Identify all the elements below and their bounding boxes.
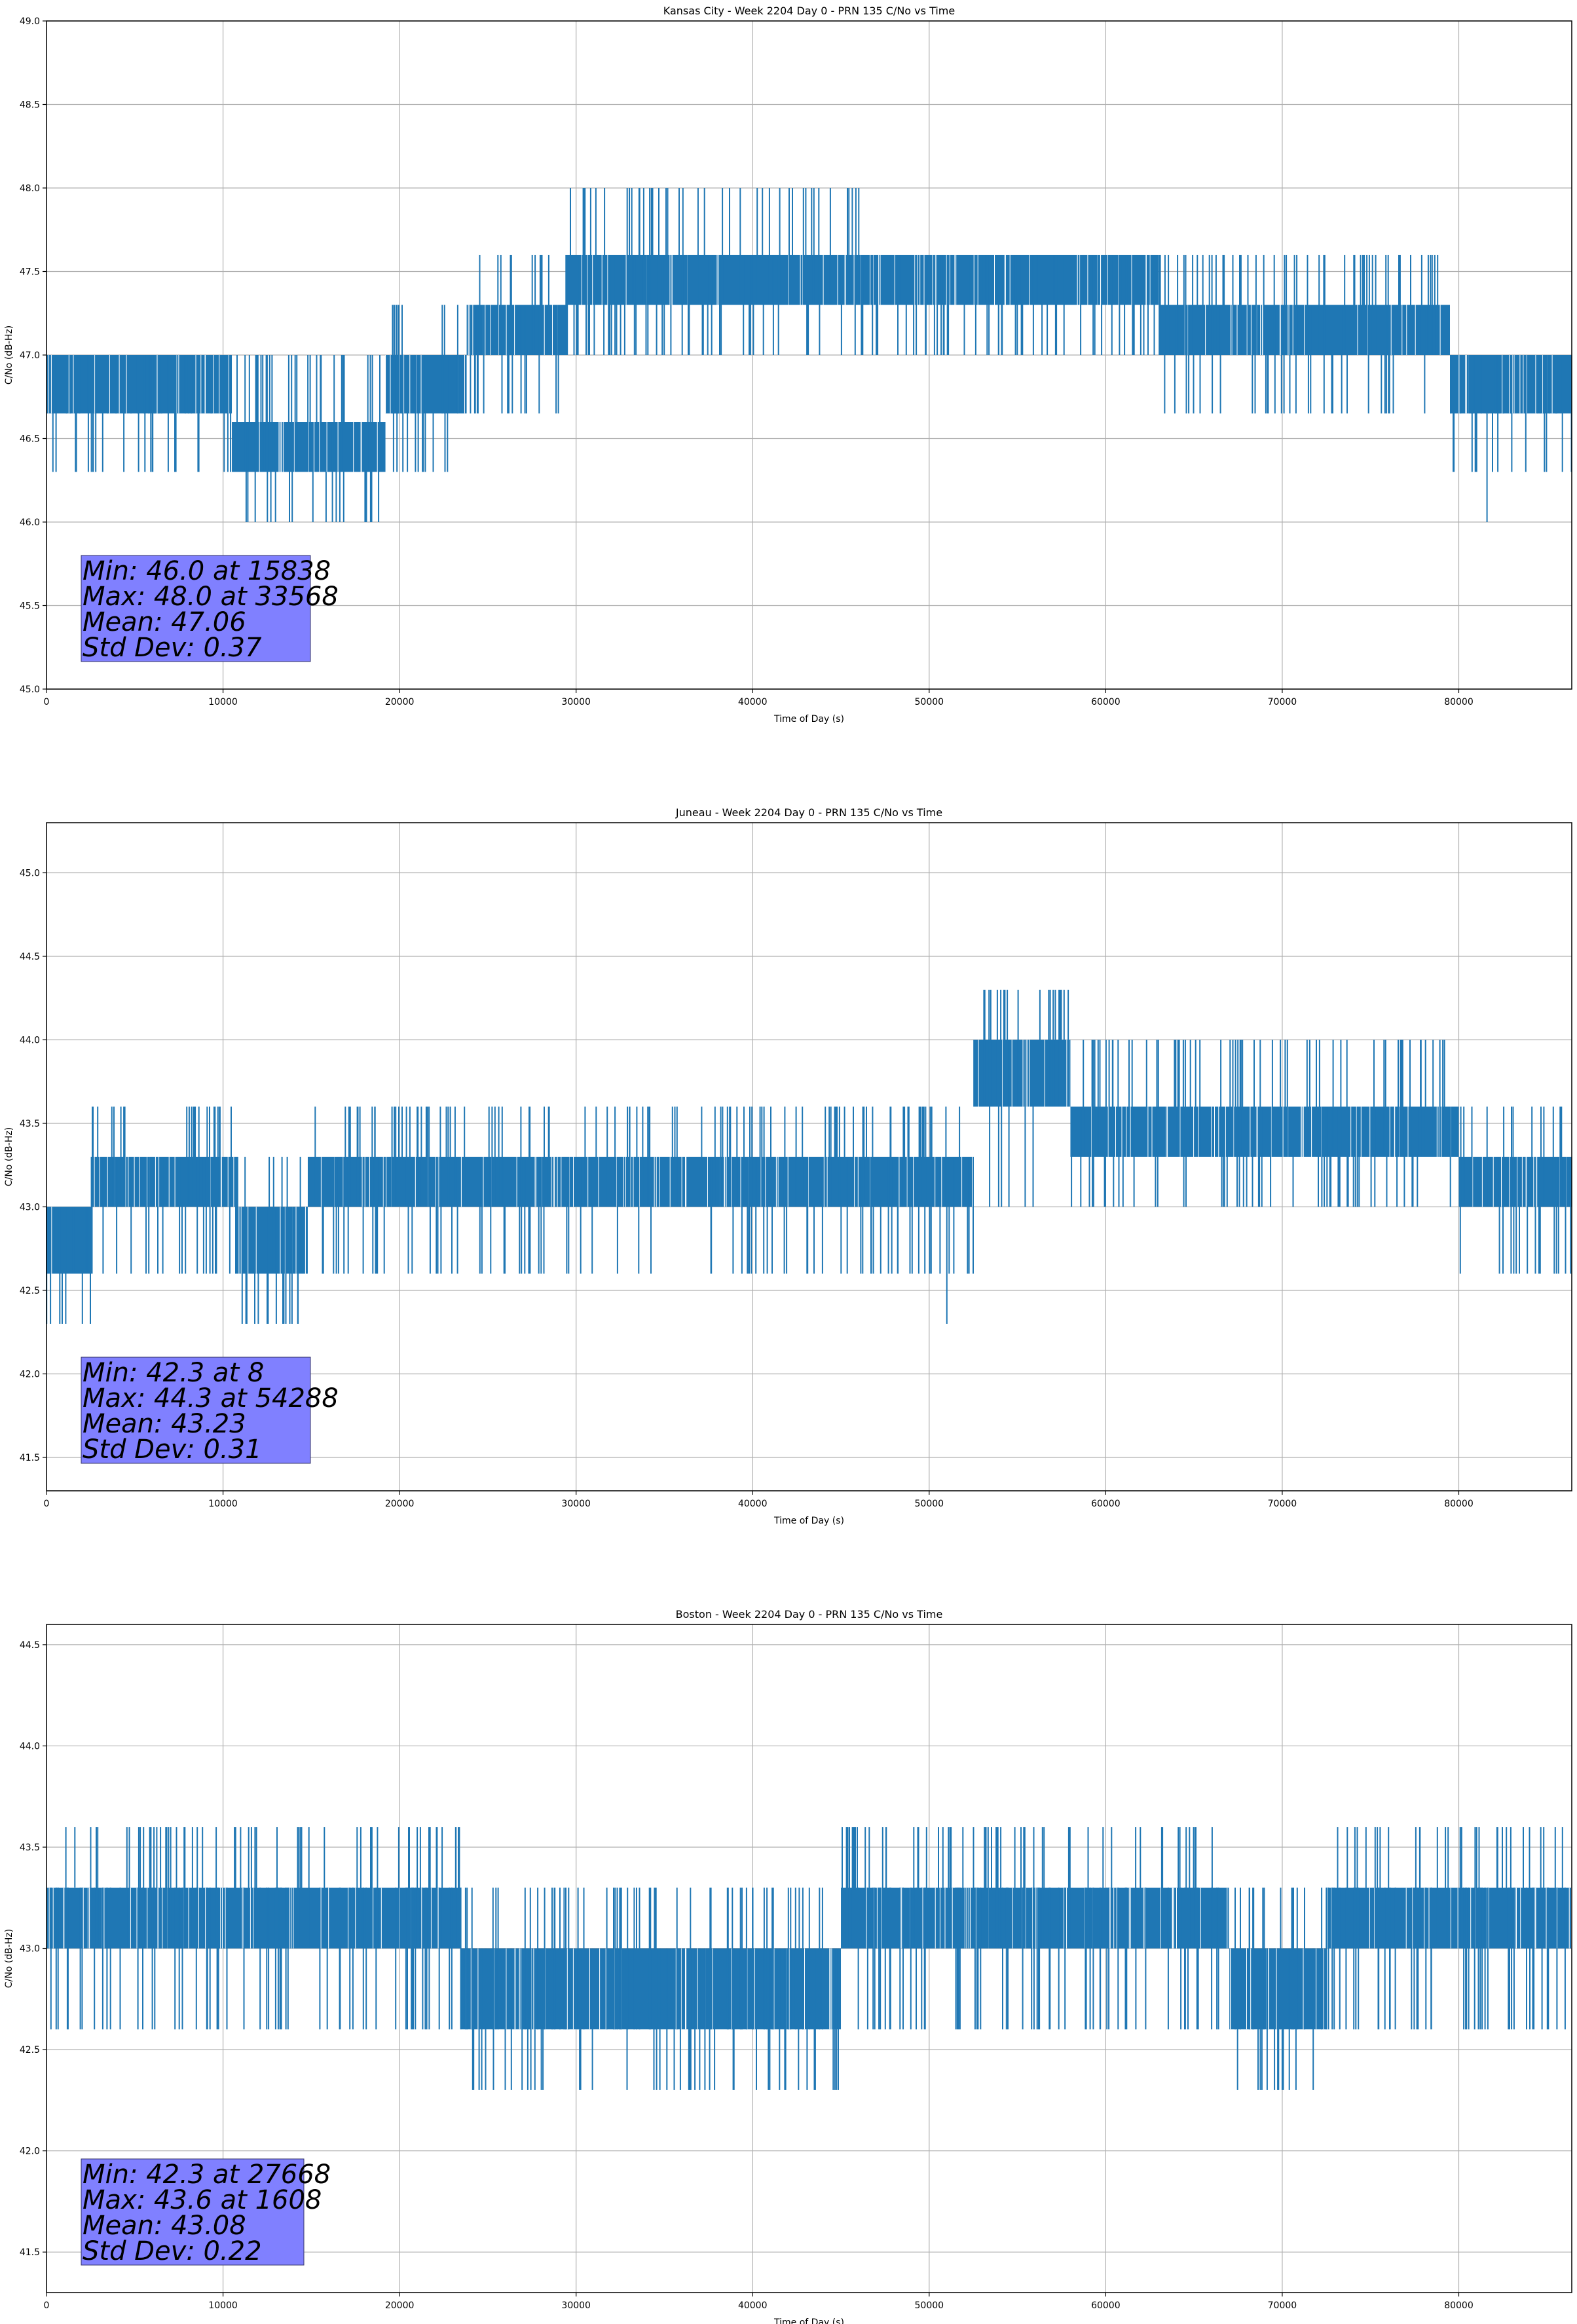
stat-max: Max: 43.6 at 1608	[83, 2185, 322, 2215]
stat-max: Max: 48.0 at 33568	[83, 582, 339, 612]
data-band	[46, 1887, 462, 1949]
x-tick-label: 30000	[561, 697, 591, 707]
y-tick-label: 46.5	[20, 434, 40, 445]
x-tick-label: 30000	[561, 1499, 591, 1509]
data-band	[1326, 1887, 1572, 1949]
x-tick-label: 20000	[385, 2300, 415, 2311]
x-tick-label: 50000	[915, 697, 944, 707]
stat-mean: Mean: 43.08	[83, 2211, 246, 2241]
chart-title: Kansas City - Week 2204 Day 0 - PRN 135 …	[663, 5, 955, 17]
x-tick-label: 40000	[738, 1499, 768, 1509]
y-axis-label: C/No (dB-Hz)	[4, 326, 14, 384]
y-tick-label: 43.0	[20, 1944, 40, 1955]
y-tick-label: 45.0	[20, 684, 40, 695]
stat-std-dev: Std Dev: 0.31	[83, 1434, 262, 1465]
y-tick-label: 43.5	[20, 1119, 40, 1129]
stat-std-dev: Std Dev: 0.22	[83, 2236, 262, 2266]
y-tick-label: 44.0	[20, 1741, 40, 1752]
y-tick-label: 44.5	[20, 952, 40, 962]
data-series	[46, 1827, 1572, 2090]
x-tick-label: 80000	[1444, 1499, 1474, 1509]
data-spikes	[52, 188, 1572, 522]
x-tick-label: 10000	[208, 1499, 238, 1509]
x-tick-label: 50000	[915, 2300, 944, 2311]
x-tick-label: 80000	[1444, 697, 1474, 707]
x-tick-label: 0	[44, 2300, 50, 2311]
plot-frame	[46, 822, 1572, 1491]
y-tick-label: 43.0	[20, 1203, 40, 1213]
x-tick-label: 40000	[738, 697, 768, 707]
y-tick-label: 42.5	[20, 1286, 40, 1296]
x-tick-label: 70000	[1268, 697, 1297, 707]
chart-1: 0 10000 20000 30000 40000 50000 60000 70000 8000…	[4, 806, 1572, 1526]
x-tick-label: 0	[44, 697, 50, 707]
y-tick-label: 41.5	[20, 1453, 40, 1463]
y-tick-label: 42.0	[20, 2146, 40, 2157]
stat-mean: Mean: 43.23	[83, 1409, 246, 1439]
y-tick-label: 47.5	[20, 267, 40, 278]
y-tick-label: 41.5	[20, 2247, 40, 2258]
chart-title: Juneau - Week 2204 Day 0 - PRN 135 C/No …	[675, 806, 942, 819]
y-tick-label: 47.0	[20, 350, 40, 361]
stat-min: Min: 42.3 at 8	[83, 1358, 264, 1388]
y-tick-label: 42.0	[20, 1370, 40, 1380]
x-axis-label: Time of Day (s)	[773, 714, 844, 724]
y-tick-label: 44.5	[20, 1640, 40, 1651]
y-tick-label: 48.0	[20, 183, 40, 194]
y-axis-label: C/No (dB-Hz)	[4, 1127, 14, 1186]
data-spikes	[50, 1827, 1566, 2090]
plot-frame	[46, 1624, 1572, 2293]
y-tick-label: 48.5	[20, 100, 40, 111]
data-series	[46, 990, 1572, 1324]
y-tick-label: 45.5	[20, 601, 40, 612]
stat-mean: Mean: 47.06	[83, 607, 246, 637]
x-tick-label: 60000	[1091, 1499, 1121, 1509]
x-tick-label: 70000	[1268, 2300, 1297, 2311]
data-series	[46, 188, 1572, 522]
x-tick-label: 30000	[561, 2300, 591, 2311]
y-tick-label: 45.0	[20, 869, 40, 879]
x-axis-label: Time of Day (s)	[773, 2317, 844, 2324]
data-band	[841, 1887, 1230, 1949]
x-tick-label: 80000	[1444, 2300, 1474, 2311]
y-tick-label: 42.5	[20, 2045, 40, 2055]
x-tick-label: 20000	[385, 697, 415, 707]
data-band	[890, 255, 1159, 305]
y-tick-label: 46.0	[20, 517, 40, 528]
x-axis-label: Time of Day (s)	[773, 1516, 844, 1526]
stats-box-background	[81, 555, 311, 662]
stat-std-dev: Std Dev: 0.37	[83, 633, 262, 663]
y-tick-label: 44.0	[20, 1036, 40, 1046]
x-tick-label: 60000	[1091, 2300, 1121, 2311]
stats-box-background	[81, 1357, 311, 1464]
chart-0: 0 10000 20000 30000 40000 50000 60000 70000 8000…	[4, 5, 1572, 724]
chart-title: Boston - Week 2204 Day 0 - PRN 135 C/No …	[676, 1608, 943, 1621]
x-tick-label: 70000	[1268, 1499, 1297, 1509]
data-band	[1070, 1106, 1459, 1157]
y-axis-label: C/No (dB-Hz)	[4, 1929, 14, 1988]
x-tick-label: 10000	[208, 697, 238, 707]
x-tick-label: 50000	[915, 1499, 944, 1509]
x-tick-label: 60000	[1091, 697, 1121, 707]
chart-2: 0 10000 20000 30000 40000 50000 60000 70000 8000…	[4, 1608, 1572, 2324]
y-tick-label: 43.5	[20, 1843, 40, 1853]
stat-min: Min: 42.3 at 27668	[83, 2160, 331, 2190]
x-tick-label: 0	[44, 1499, 50, 1509]
x-tick-label: 40000	[738, 2300, 768, 2311]
stat-min: Min: 46.0 at 15838	[83, 556, 331, 586]
stat-max: Max: 44.3 at 54288	[83, 1383, 339, 1414]
x-tick-label: 20000	[385, 1499, 415, 1509]
y-tick-label: 49.0	[20, 16, 40, 27]
x-tick-label: 10000	[208, 2300, 238, 2311]
stats-box-background	[81, 2158, 305, 2266]
